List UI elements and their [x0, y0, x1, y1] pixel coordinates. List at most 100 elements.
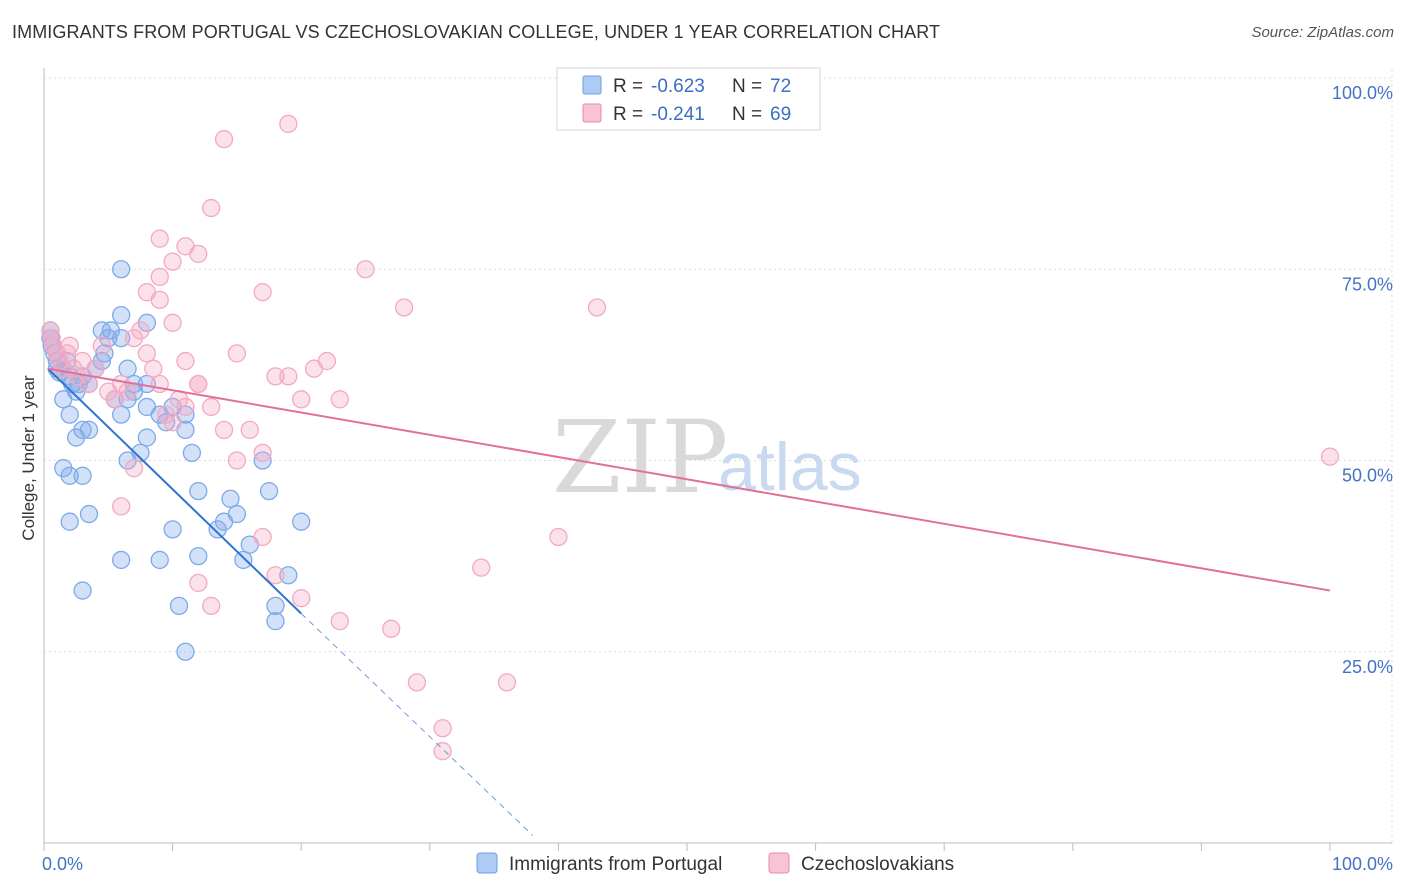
data-points: [41, 114, 1340, 761]
point-czech-13: [92, 336, 112, 355]
point-portugal-55: [266, 612, 285, 631]
y-tick-label-0: 25.0%: [1342, 657, 1393, 677]
point-portugal-49: [221, 489, 240, 508]
trend-line-czech: [47, 367, 1331, 592]
stats-r-value-portugal: -0.623: [651, 76, 705, 97]
legend-label-portugal: Immigrants from Portugal: [509, 854, 722, 875]
trend-line-extension-portugal: [300, 613, 534, 836]
point-czech-58: [189, 374, 208, 394]
point-czech-56: [163, 313, 182, 332]
point-czech-24: [163, 413, 182, 432]
point-czech-59: [189, 573, 208, 593]
point-portugal-21: [118, 359, 137, 378]
point-czech-38: [330, 390, 349, 409]
point-portugal-57: [279, 566, 298, 585]
point-czech-26: [176, 397, 195, 417]
stats-swatch-czech: [582, 103, 602, 123]
chart-source: Source: ZipAtlas.com: [1251, 24, 1394, 41]
point-portugal-46: [189, 481, 208, 501]
point-czech-62: [266, 566, 285, 585]
point-czech-21: [144, 359, 163, 378]
y-tick-labels: 25.0% 50.0% 75.0% 100.0%: [1332, 83, 1393, 677]
point-portugal-35: [60, 466, 79, 485]
point-portugal-33: [79, 420, 99, 440]
axes: [43, 68, 1392, 851]
point-czech-67: [433, 719, 452, 738]
point-czech-46: [202, 198, 221, 218]
point-portugal-70: [92, 321, 112, 340]
point-czech-60: [202, 596, 221, 615]
point-portugal-41: [157, 413, 176, 432]
stats-box: R = -0.623 N = 72 R = -0.241 N = 69: [556, 67, 821, 131]
point-portugal-29: [54, 390, 73, 409]
point-czech-50: [227, 344, 247, 363]
point-czech-28: [202, 397, 221, 417]
x-tick-label-0: 0.0%: [42, 854, 83, 874]
point-czech-45: [189, 244, 208, 264]
x-tick-label-1: 100.0%: [1332, 854, 1393, 874]
stats-n-label-portugal: N =: [732, 76, 762, 97]
point-czech-64: [330, 612, 349, 631]
point-czech-72: [1320, 447, 1340, 466]
point-portugal-62: [150, 550, 169, 570]
point-czech-39: [356, 260, 375, 279]
point-portugal-60: [163, 520, 182, 539]
point-czech-52: [124, 458, 144, 478]
point-portugal-58: [292, 512, 311, 531]
watermark-zip: ZIP: [552, 399, 728, 516]
point-czech-63: [292, 589, 311, 608]
point-portugal-61: [169, 596, 189, 615]
point-portugal-66: [73, 581, 92, 600]
stats-r-label-portugal: R =: [613, 76, 643, 97]
legend-swatch-czech: [768, 852, 790, 874]
point-czech-57: [176, 351, 195, 371]
point-czech-65: [382, 619, 401, 638]
point-portugal-24: [112, 405, 131, 424]
point-czech-54: [150, 267, 169, 287]
point-czech-35: [292, 390, 311, 409]
watermark-atlas: atlas: [718, 429, 862, 505]
point-czech-17: [118, 382, 137, 401]
point-czech-69: [472, 558, 491, 577]
legend: Immigrants from Portugal Czechoslovakian…: [476, 852, 954, 875]
point-czech-12: [86, 359, 105, 378]
stats-r-label-czech: R =: [613, 104, 643, 125]
point-czech-43: [163, 252, 182, 271]
point-portugal-36: [73, 466, 92, 485]
trend-line-portugal: [47, 367, 302, 615]
stats-r-value-czech: -0.241: [651, 104, 705, 125]
point-czech-0: [41, 321, 60, 340]
point-portugal-65: [60, 512, 79, 531]
legend-swatch-portugal: [476, 852, 498, 874]
point-czech-61: [253, 527, 272, 547]
point-portugal-32: [73, 420, 92, 440]
point-czech-71: [549, 527, 568, 547]
stats-swatch-portugal: [582, 75, 602, 95]
point-czech-51: [112, 497, 131, 516]
point-portugal-63: [112, 550, 131, 570]
y-tick-label-3: 100.0%: [1332, 83, 1393, 103]
point-czech-42: [150, 229, 169, 248]
point-portugal-30: [60, 405, 79, 424]
point-czech-34: [279, 367, 298, 386]
point-portugal-52: [253, 451, 272, 470]
point-portugal-53: [259, 481, 279, 501]
point-portugal-69: [112, 260, 131, 279]
gridlines: [44, 70, 1393, 843]
point-portugal-68: [112, 305, 131, 325]
legend-label-czech: Czechoslovakians: [801, 854, 954, 875]
point-czech-55: [150, 290, 169, 310]
x-tick-labels: 0.0% 100.0%: [42, 854, 1393, 874]
point-czech-30: [227, 451, 247, 470]
point-czech-68: [433, 742, 452, 761]
point-czech-70: [497, 673, 517, 692]
point-czech-48: [253, 283, 272, 302]
point-portugal-56: [266, 596, 285, 615]
point-portugal-20: [112, 328, 131, 348]
point-czech-11: [79, 374, 99, 394]
chart-title: IMMIGRANTS FROM PORTUGAL VS CZECHOSLOVAK…: [12, 22, 941, 42]
point-czech-33: [266, 367, 285, 386]
stats-n-value-portugal: 72: [770, 76, 791, 97]
point-portugal-50: [227, 504, 247, 524]
